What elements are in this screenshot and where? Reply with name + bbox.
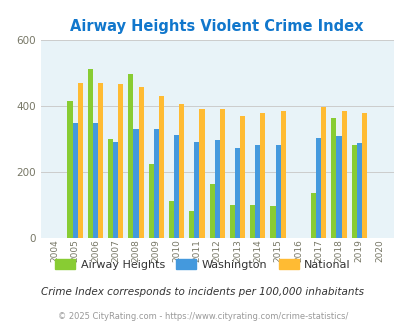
Bar	[77, 83, 83, 238]
Bar	[189, 211, 194, 238]
Bar	[118, 84, 123, 238]
Bar	[93, 123, 98, 238]
Bar	[229, 205, 234, 238]
Bar	[234, 148, 239, 238]
Bar	[138, 87, 143, 238]
Bar	[209, 184, 214, 238]
Bar	[153, 129, 158, 238]
Bar	[67, 101, 72, 238]
Bar	[199, 109, 204, 238]
Bar	[336, 136, 341, 238]
Bar	[108, 139, 113, 238]
Bar	[330, 118, 336, 238]
Bar	[158, 96, 164, 238]
Bar	[270, 206, 275, 238]
Bar	[260, 113, 265, 238]
Bar	[128, 74, 133, 238]
Bar	[315, 138, 320, 238]
Legend: Airway Heights, Washington, National: Airway Heights, Washington, National	[51, 255, 354, 274]
Bar	[72, 123, 77, 238]
Bar	[249, 205, 255, 238]
Bar	[361, 113, 366, 238]
Title: Airway Heights Violent Crime Index: Airway Heights Violent Crime Index	[70, 19, 363, 34]
Bar	[275, 145, 280, 238]
Bar	[174, 135, 179, 238]
Bar	[148, 164, 153, 238]
Bar	[179, 104, 184, 238]
Bar	[194, 142, 199, 238]
Bar	[133, 129, 138, 238]
Bar	[255, 145, 260, 238]
Text: © 2025 CityRating.com - https://www.cityrating.com/crime-statistics/: © 2025 CityRating.com - https://www.city…	[58, 312, 347, 321]
Bar	[320, 107, 326, 238]
Bar	[87, 69, 93, 238]
Bar	[341, 111, 346, 238]
Bar	[214, 140, 219, 238]
Bar	[113, 142, 118, 238]
Bar	[280, 111, 285, 238]
Bar	[219, 109, 224, 238]
Bar	[239, 116, 245, 238]
Bar	[98, 82, 103, 238]
Bar	[310, 193, 315, 238]
Bar	[356, 143, 361, 238]
Bar	[168, 201, 174, 238]
Bar	[351, 145, 356, 238]
Text: Crime Index corresponds to incidents per 100,000 inhabitants: Crime Index corresponds to incidents per…	[41, 287, 364, 297]
